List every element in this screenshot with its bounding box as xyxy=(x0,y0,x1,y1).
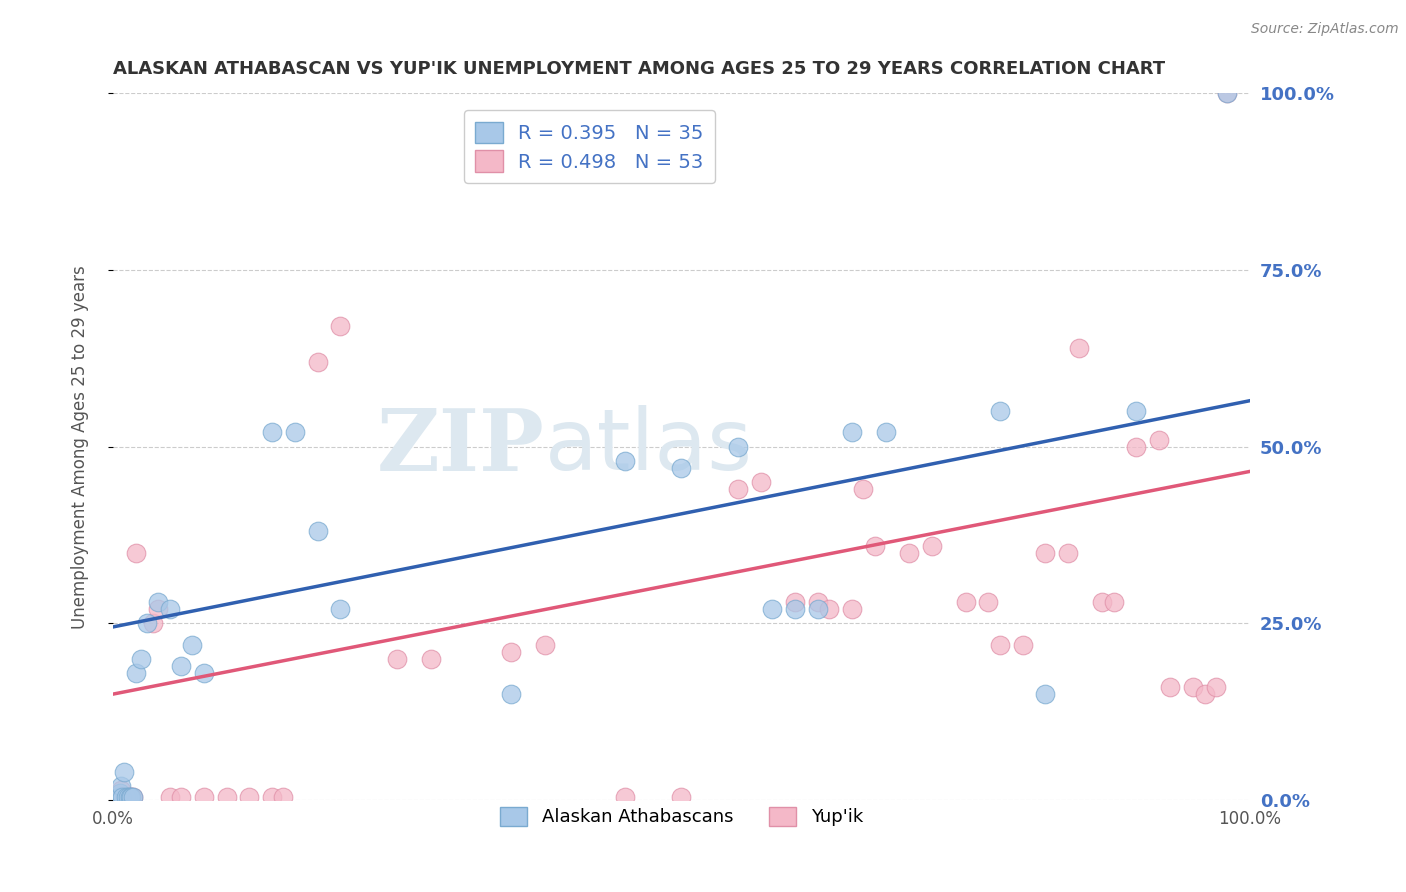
Point xyxy=(118,789,141,804)
Point xyxy=(129,652,152,666)
Point xyxy=(136,616,159,631)
Point xyxy=(897,546,920,560)
Point xyxy=(193,665,215,680)
Point xyxy=(122,789,145,804)
Point xyxy=(260,789,283,804)
Point xyxy=(107,789,129,804)
Point xyxy=(785,595,807,609)
Point xyxy=(761,602,783,616)
Point xyxy=(148,602,170,616)
Point xyxy=(420,652,443,666)
Point xyxy=(671,460,693,475)
Point xyxy=(955,595,977,609)
Point xyxy=(1125,404,1147,418)
Point xyxy=(1182,680,1205,694)
Point xyxy=(111,789,134,804)
Point xyxy=(110,779,132,793)
Point xyxy=(499,687,522,701)
Text: atlas: atlas xyxy=(546,405,754,488)
Point xyxy=(120,789,142,804)
Point xyxy=(148,595,170,609)
Point xyxy=(115,789,138,804)
Legend: Alaskan Athabascans, Yup'ik: Alaskan Athabascans, Yup'ik xyxy=(492,799,870,834)
Point xyxy=(284,425,307,440)
Point xyxy=(1033,546,1056,560)
Point xyxy=(142,616,165,631)
Point xyxy=(1033,687,1056,701)
Point xyxy=(329,602,352,616)
Point xyxy=(193,789,215,804)
Point xyxy=(108,786,131,800)
Point xyxy=(977,595,1000,609)
Text: ALASKAN ATHABASCAN VS YUP'IK UNEMPLOYMENT AMONG AGES 25 TO 29 YEARS CORRELATION : ALASKAN ATHABASCAN VS YUP'IK UNEMPLOYMEN… xyxy=(112,60,1166,78)
Point xyxy=(499,645,522,659)
Point xyxy=(921,539,943,553)
Point xyxy=(1069,341,1091,355)
Point xyxy=(108,788,131,802)
Point xyxy=(159,789,181,804)
Point xyxy=(1216,86,1239,100)
Point xyxy=(1147,433,1170,447)
Point xyxy=(534,638,557,652)
Point xyxy=(613,454,636,468)
Point xyxy=(749,475,772,489)
Point xyxy=(170,658,193,673)
Point xyxy=(1102,595,1125,609)
Point xyxy=(120,789,142,804)
Point xyxy=(1057,546,1080,560)
Point xyxy=(841,425,863,440)
Point xyxy=(118,789,141,804)
Point xyxy=(1011,638,1033,652)
Point xyxy=(1205,680,1227,694)
Point xyxy=(124,665,146,680)
Point xyxy=(727,440,749,454)
Point xyxy=(107,789,129,804)
Point xyxy=(111,789,134,804)
Point xyxy=(818,602,841,616)
Point xyxy=(329,319,352,334)
Point xyxy=(1159,680,1181,694)
Text: ZIP: ZIP xyxy=(377,405,546,489)
Point xyxy=(112,789,135,804)
Point xyxy=(307,355,329,369)
Point xyxy=(110,782,132,797)
Y-axis label: Unemployment Among Ages 25 to 29 years: Unemployment Among Ages 25 to 29 years xyxy=(72,265,89,629)
Point xyxy=(875,425,897,440)
Point xyxy=(260,425,283,440)
Point xyxy=(852,482,875,496)
Point xyxy=(807,595,830,609)
Point xyxy=(671,789,693,804)
Point xyxy=(988,638,1011,652)
Point xyxy=(273,789,295,804)
Point xyxy=(122,789,145,804)
Point xyxy=(1216,86,1239,100)
Point xyxy=(1125,440,1147,454)
Point xyxy=(1194,687,1216,701)
Point xyxy=(807,602,830,616)
Point xyxy=(117,789,139,804)
Point xyxy=(1091,595,1114,609)
Point xyxy=(181,638,204,652)
Text: Source: ZipAtlas.com: Source: ZipAtlas.com xyxy=(1251,22,1399,37)
Point xyxy=(988,404,1011,418)
Point xyxy=(785,602,807,616)
Point xyxy=(115,789,138,804)
Point xyxy=(112,764,135,779)
Point xyxy=(215,789,238,804)
Point xyxy=(863,539,886,553)
Point xyxy=(385,652,408,666)
Point xyxy=(727,482,749,496)
Point xyxy=(613,789,636,804)
Point xyxy=(170,789,193,804)
Point xyxy=(124,546,146,560)
Point xyxy=(238,789,260,804)
Point xyxy=(841,602,863,616)
Point xyxy=(307,524,329,539)
Point xyxy=(159,602,181,616)
